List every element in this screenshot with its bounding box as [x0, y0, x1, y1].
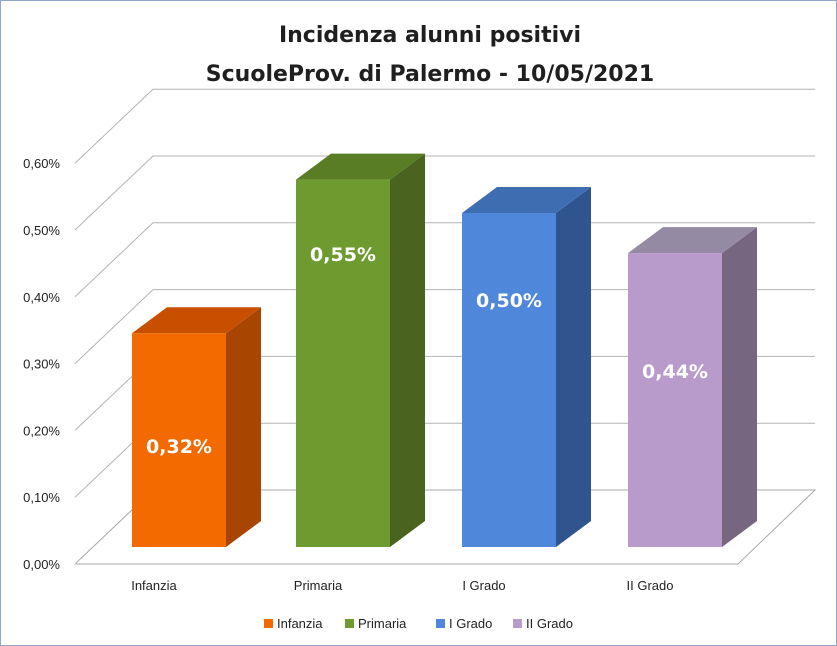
y-tick-label: 0,20%	[23, 423, 60, 438]
legend-swatch	[436, 619, 445, 628]
gridline	[74, 155, 815, 231]
legend-swatch	[264, 619, 273, 628]
legend-item: Infanzia	[264, 616, 323, 631]
x-tick-label: Infanzia	[131, 578, 177, 593]
x-tick-label: II Grado	[627, 578, 674, 593]
chart-subtitle: ScuoleProv. di Palermo - 10/05/2021	[206, 62, 654, 87]
legend-label: Infanzia	[277, 616, 323, 631]
legend-swatch	[345, 619, 354, 628]
x-tick-label: I Grado	[462, 578, 505, 593]
bar-side	[390, 153, 425, 547]
bar-side	[556, 187, 591, 547]
bar-infanzia: 0,32%	[132, 307, 261, 547]
y-tick-label: 0,10%	[23, 490, 60, 505]
y-tick-label: 0,60%	[23, 156, 60, 171]
legend-label: Primaria	[358, 616, 407, 631]
data-label: 0,55%	[310, 244, 376, 266]
data-label: 0,50%	[476, 290, 542, 312]
bar-top	[296, 153, 425, 180]
floor	[73, 489, 817, 565]
data-label: 0,44%	[642, 361, 708, 383]
gridline	[74, 88, 815, 164]
legend-label: I Grado	[449, 616, 492, 631]
y-tick-label: 0,30%	[23, 357, 60, 372]
gridlines	[73, 88, 817, 565]
bar-top	[462, 187, 591, 213]
bar-primaria: 0,55%	[296, 153, 425, 547]
y-axis-ticks: 0,00% 0,10% 0,20% 0,30% 0,40% 0,50% 0,60%	[23, 156, 60, 572]
bar-top	[628, 227, 757, 254]
bar-top	[132, 307, 261, 334]
legend-item: I Grado	[436, 616, 492, 631]
bar-front	[296, 179, 390, 547]
legend-item: II Grado	[513, 616, 573, 631]
bar-front	[462, 213, 556, 547]
bar-side	[722, 227, 757, 547]
legend-label: II Grado	[526, 616, 573, 631]
bar-side	[226, 307, 261, 547]
gridline	[74, 289, 815, 364]
bar-ii-grado: 0,44%	[628, 227, 757, 547]
legend: Infanzia Primaria I Grado II Grado	[264, 616, 573, 631]
x-tick-label: Primaria	[294, 578, 343, 593]
bar-i-grado: 0,50%	[462, 187, 591, 547]
bar-front	[628, 253, 722, 547]
x-axis-categories: Infanzia Primaria I Grado II Grado	[131, 578, 673, 593]
chart-title: Incidenza alunni positivi	[279, 23, 581, 48]
data-label: 0,32%	[146, 436, 212, 458]
y-tick-label: 0,50%	[23, 223, 60, 238]
gridline	[74, 222, 815, 298]
legend-item: Primaria	[345, 616, 407, 631]
y-tick-label: 0,00%	[23, 557, 60, 572]
bars: 0,32% 0,55% 0,50% 0,44%	[132, 153, 757, 547]
y-tick-label: 0,40%	[23, 290, 60, 305]
bar-front	[132, 333, 226, 547]
legend-swatch	[513, 619, 522, 628]
